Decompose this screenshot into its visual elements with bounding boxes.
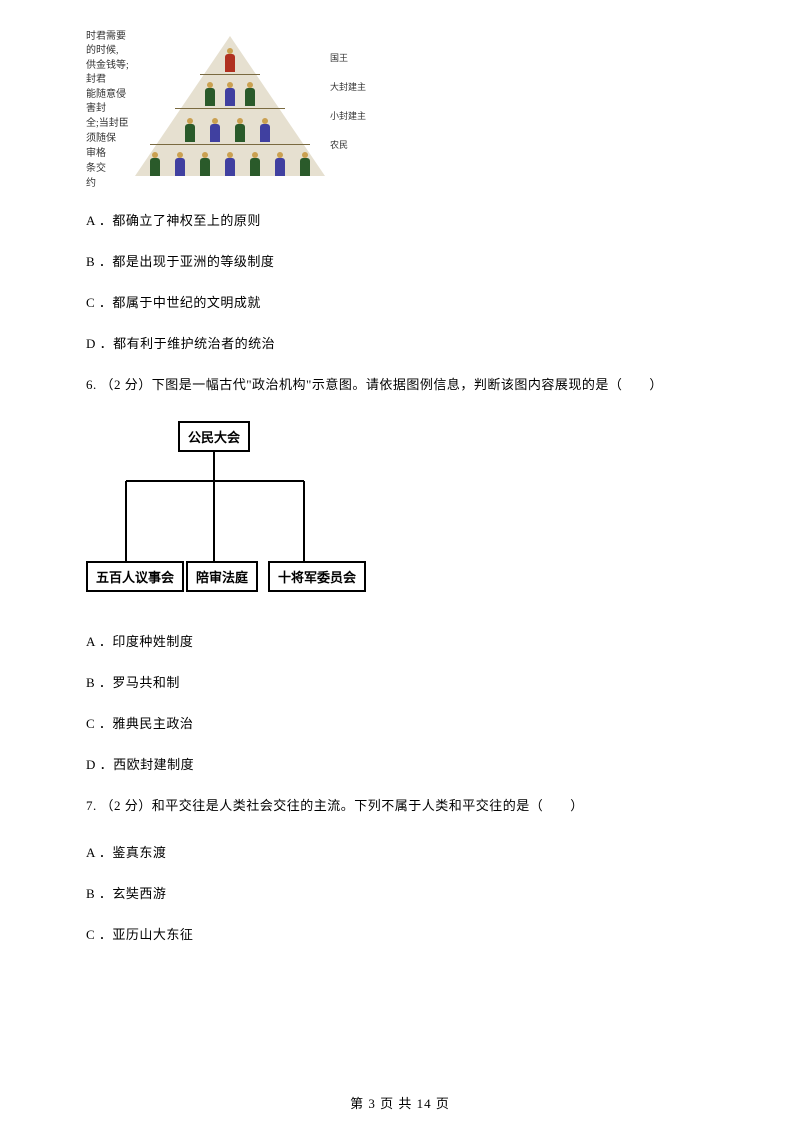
q7-option-a: A ．鉴真东渡 <box>86 842 714 861</box>
q7-option-b: B ．玄奘西游 <box>86 883 714 902</box>
tier-label-peasant: 农民 <box>330 140 366 151</box>
q5-option-c: C ．都属于中世纪的文明成就 <box>86 292 714 311</box>
side-line: 条交 <box>86 162 130 176</box>
q5-option-a: A ．都确立了神权至上的原则 <box>86 210 714 229</box>
side-line: 须随保 <box>86 132 130 146</box>
diagram-node-top: 公民大会 <box>178 421 250 452</box>
q6-option-d: D ．西欧封建制度 <box>86 754 714 773</box>
tier-label-big: 大封建主 <box>330 82 366 93</box>
side-line: 审格 <box>86 147 130 161</box>
q5-option-b: B ．都是出现于亚洲的等级制度 <box>86 251 714 270</box>
side-line: 能随意侵害封 <box>86 88 130 116</box>
pyramid-side-text: 时君需要的时候, 供金钱等;封君 能随意侵害封 全;当封臣 须随保 审格 条交 … <box>86 30 130 192</box>
side-line: 全;当封臣 <box>86 117 130 131</box>
q7-stem: 7. （2 分）和平交往是人类社会交往的主流。下列不属于人类和平交往的是（ ） <box>86 795 714 814</box>
tier-label-small: 小封建主 <box>330 111 366 122</box>
side-line: 时君需要的时候, <box>86 30 130 58</box>
q6-option-a: A ．印度种姓制度 <box>86 631 714 650</box>
page-footer: 第 3 页 共 14 页 <box>0 1093 800 1112</box>
q6-option-c: C ．雅典民主政治 <box>86 713 714 732</box>
q6-stem: 6. （2 分）下图是一幅古代"政治机构"示意图。请依据图例信息，判断该图内容展… <box>86 374 714 393</box>
diagram-node-b3: 十将军委员会 <box>268 561 366 592</box>
pyramid-graphic <box>130 36 330 186</box>
feudal-pyramid-figure: 时君需要的时候, 供金钱等;封君 能随意侵害封 全;当封臣 须随保 审格 条交 … <box>86 30 714 192</box>
side-line: 约 <box>86 177 130 191</box>
diagram-node-b2: 陪审法庭 <box>186 561 258 592</box>
q5-option-d: D ．都有利于维护统治者的统治 <box>86 333 714 352</box>
diagram-node-b1: 五百人议事会 <box>86 561 184 592</box>
side-line: 供金钱等;封君 <box>86 59 130 87</box>
q7-option-c: C ．亚历山大东征 <box>86 924 714 943</box>
q6-option-b: B ．罗马共和制 <box>86 672 714 691</box>
athens-govt-diagram: 公民大会 五百人议事会 陪审法庭 十将军委员会 <box>86 421 346 601</box>
tier-label-king: 国王 <box>330 53 366 64</box>
pyramid-tier-labels: 国王 大封建主 小封建主 农民 <box>330 53 366 168</box>
